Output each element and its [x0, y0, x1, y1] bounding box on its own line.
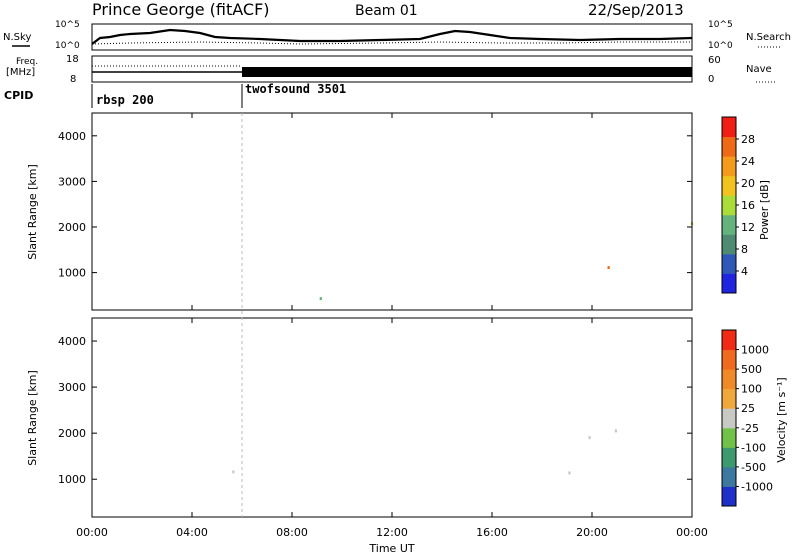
power-cell	[607, 266, 610, 270]
noise-left-tick-top: 10^5	[55, 20, 80, 30]
time-axis: 00:00 04:00 08:00 12:00 16:00 20:00 00:00	[76, 113, 708, 539]
freq-tick-bottom: 8	[70, 74, 76, 85]
velocity-colorbar-label: Velocity [m s⁻¹]	[775, 377, 788, 462]
time-tick-label: 12:00	[376, 526, 408, 539]
colorbar-tick-label: -25	[741, 422, 759, 435]
colorbar-tick-label: 28	[741, 133, 755, 146]
time-tick-label: 16:00	[476, 526, 508, 539]
noise-left-tick-bottom: 10^0	[55, 41, 80, 51]
colorbar-swatch	[722, 427, 736, 448]
freq-tick-top: 18	[66, 54, 79, 65]
range-tick-label: 2000	[58, 221, 86, 234]
velocity-panel: 4000 3000 2000 1000 Slant Range [km] 1000 50…	[26, 317, 788, 518]
noise-right-tick-bottom: 10^0	[708, 41, 733, 51]
velocity-colorbar: 1000 500 100 25 -25 -100 -500 -1000	[721, 329, 773, 507]
freq-label-line1: Freq.	[16, 57, 38, 67]
power-y-axis: 4000 3000 2000 1000	[58, 130, 692, 280]
velocity-cell	[614, 429, 617, 433]
power-colorbar-label: Power [dB]	[758, 180, 771, 240]
range-tick-label: 2000	[58, 427, 86, 440]
colorbar-swatch	[722, 156, 736, 177]
colorbar-tick-label: 12	[741, 221, 755, 234]
range-tick-label: 4000	[58, 130, 86, 143]
cpid-mode-2: twofsound 3501	[245, 82, 346, 96]
colorbar-swatch	[722, 466, 736, 487]
range-tick-label: 3000	[58, 381, 86, 394]
range-tick-label: 1000	[58, 473, 86, 486]
colorbar-swatch	[722, 234, 736, 255]
velocity-ylabel: Slant Range [km]	[26, 370, 39, 466]
colorbar-swatch	[722, 175, 736, 196]
colorbar-tick-label: 500	[741, 363, 762, 376]
colorbar-tick-label: 20	[741, 177, 755, 190]
range-tick-label: 4000	[58, 335, 86, 348]
colorbar-tick-label: -500	[741, 461, 766, 474]
power-cell	[319, 297, 322, 301]
velocity-cell	[232, 470, 235, 474]
freq-label-line2: [MHz]	[6, 67, 35, 78]
colorbar-swatch	[722, 214, 736, 235]
freq-band-twofsound	[242, 67, 692, 77]
power-heatmap	[319, 222, 694, 301]
colorbar-swatch	[722, 330, 736, 351]
colorbar-swatch	[722, 388, 736, 409]
colorbar-tick-label: 4	[741, 265, 748, 278]
range-tick-label: 3000	[58, 175, 86, 188]
power-panel: 4000 3000 2000 1000 Slant Range [km] 28 24 20…	[26, 112, 771, 311]
power-ylabel: Slant Range [km]	[26, 164, 39, 260]
time-tick-label: 04:00	[176, 526, 208, 539]
freq-panel: Freq. [MHz] 18 8 60 0 Nave	[6, 54, 776, 85]
colorbar-tick-label: 16	[741, 199, 755, 212]
noise-panel: N.Sky 10^5 10^0 10^5 10^0 N.Search	[3, 20, 791, 51]
colorbar-swatch	[722, 369, 736, 390]
time-tick-label: 08:00	[276, 526, 308, 539]
colorbar-swatch	[722, 253, 736, 274]
colorbar-swatch	[722, 273, 736, 294]
range-tick-label: 1000	[58, 267, 86, 280]
colorbar-swatch	[722, 117, 736, 138]
colorbar-tick-label: 100	[741, 383, 762, 396]
power-colorbar: 28 24 20 16 12 8 4	[721, 116, 755, 294]
colorbar-tick-label: 24	[741, 155, 755, 168]
beam-title: Beam 01	[355, 3, 418, 19]
velocity-cell	[568, 471, 571, 475]
cpid-panel: CPID rbsp 200 twofsound 3501	[4, 82, 346, 108]
noise-search-line	[91, 41, 692, 45]
velocity-heatmap	[232, 429, 617, 475]
colorbar-swatch	[722, 136, 736, 157]
colorbar-swatch	[722, 447, 736, 468]
colorbar-tick-label: -1000	[741, 480, 773, 493]
time-tick-label: 00:00	[76, 526, 108, 539]
velocity-panel-frame	[91, 317, 693, 518]
colorbar-swatch	[722, 195, 736, 216]
colorbar-tick-label: 8	[741, 243, 748, 256]
time-axis-label: Time UT	[368, 542, 414, 554]
station-title: Prince George (fitACF)	[92, 0, 270, 19]
noise-sky-label: N.Sky	[3, 32, 31, 43]
colorbar-swatch	[722, 408, 736, 429]
colorbar-swatch	[722, 486, 736, 507]
date-title: 22/Sep/2013	[588, 1, 684, 19]
colorbar-frame	[721, 329, 737, 507]
cpid-mode-1: rbsp 200	[96, 93, 154, 107]
colorbar-tick-label: 25	[741, 402, 755, 415]
noise-sky-line	[91, 28, 693, 45]
nave-tick-bottom: 0	[708, 74, 714, 85]
colorbar-tick-label: -100	[741, 441, 766, 454]
time-tick-label: 00:00	[676, 526, 708, 539]
noise-panel-frame	[91, 23, 693, 51]
power-panel-frame	[91, 112, 693, 311]
velocity-y-axis: 4000 3000 2000 1000	[58, 335, 692, 486]
colorbar-swatch	[722, 349, 736, 370]
time-tick-label: 20:00	[576, 526, 608, 539]
noise-search-label: N.Search	[746, 32, 791, 43]
nave-tick-top: 60	[708, 55, 721, 66]
velocity-cell	[588, 436, 591, 440]
colorbar-tick-label: 1000	[741, 344, 769, 357]
nave-label: Nave	[746, 64, 772, 75]
cpid-label: CPID	[4, 89, 33, 102]
noise-right-tick-top: 10^5	[708, 20, 733, 30]
